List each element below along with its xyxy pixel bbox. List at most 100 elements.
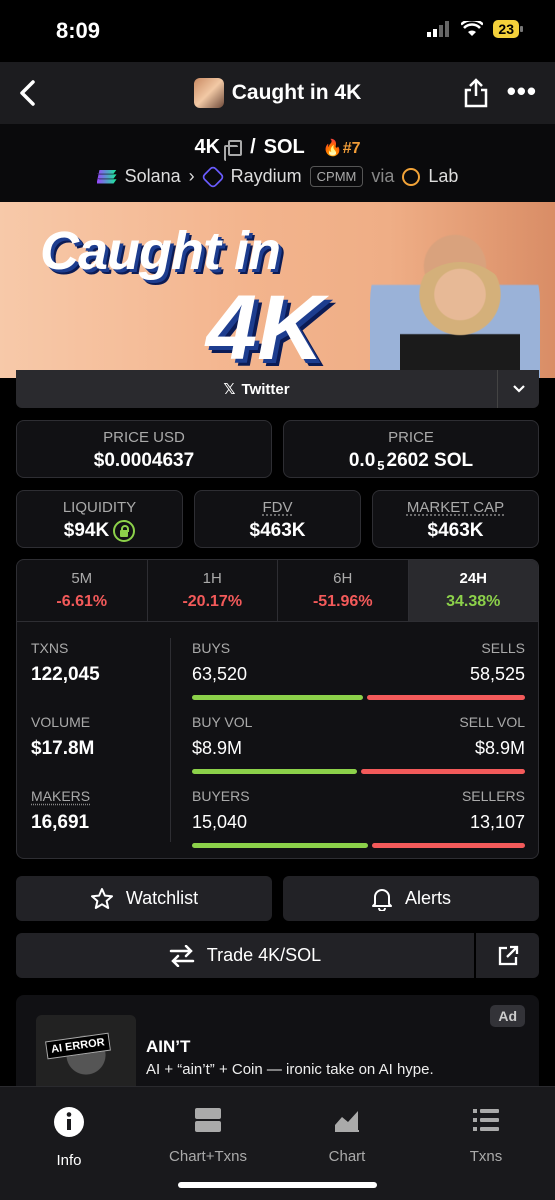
ad-description: AI + “ain’t” + Coin — ironic take on AI … [146,1061,434,1078]
launchpad-name[interactable]: Lab [428,166,459,186]
buy-sell-ratio-bar [192,695,525,700]
x-icon: 𝕏 [223,381,236,398]
ad-title: AIN’T [146,1037,191,1056]
market-cap-value: $463K [427,520,484,541]
chevron-right-icon: › [188,166,195,186]
pair-header: 4K / SOL 🔥#7 Solana › Raydium CPMM via L… [0,124,555,202]
base-token: 4K [194,136,221,158]
banner-person [400,262,520,378]
price-native-card: PRICE 0.0 5 2602 SOL [283,420,539,478]
makers-stat: MAKERS 16,691 [31,788,161,834]
tab-24h[interactable]: 24H 34.38% [408,560,538,621]
via-label: via [371,166,395,186]
split-icon [195,1108,221,1132]
twitter-label: Twitter [241,380,290,398]
solana-icon [96,169,117,184]
makers-ratio-bar [192,843,525,848]
dex-name[interactable]: Raydium [230,166,302,186]
change-6h: -51.96% [312,593,373,610]
liquidity-label: LIQUIDITY [62,499,137,516]
volume-value: $17.8M [31,738,95,759]
tab-chart-txns[interactable]: Chart+Txns [148,1105,268,1165]
social-links: 𝕏 Twitter [16,370,539,408]
wifi-icon [461,21,484,36]
trending-rank-value: #7 [342,139,361,157]
bottom-tab-bar: Info Chart+Txns Chart Txns [0,1086,555,1200]
buyers-value: 15,040 [192,812,248,832]
liquidity-value: $94K [17,520,182,542]
market-cap-label[interactable]: MARKET CAP [406,499,505,516]
chevron-down-icon [512,385,525,393]
sells-value: 58,525 [469,664,525,684]
pool-type-badge: CPMM [309,166,364,187]
tab-txns[interactable]: Txns [426,1105,546,1165]
status-icons: 23 [427,20,523,38]
watchlist-button[interactable]: Watchlist [16,876,272,921]
alerts-button[interactable]: Alerts [283,876,539,921]
trade-button[interactable]: Trade 4K/SOL [16,933,474,978]
tab-5m[interactable]: 5M -6.61% [17,560,148,621]
buys-sells-stat: BUYS SELLS 63,520 58,525 [192,640,525,700]
market-cap-card: MARKET CAP $463K [372,490,539,548]
raydium-icon [200,164,225,189]
token-banner: Caught in 4K [0,202,555,378]
price-usd-label: PRICE USD [103,429,185,446]
back-icon[interactable] [14,78,44,108]
trending-rank[interactable]: 🔥#7 [322,139,361,157]
social-expand-button[interactable] [497,370,539,408]
share-icon[interactable] [463,78,489,108]
twitter-button[interactable]: 𝕏 Twitter [16,370,497,408]
fdv-label[interactable]: FDV [262,499,293,516]
buy-bar [192,843,368,848]
price-native-label: PRICE [388,429,434,446]
status-time: 8:09 [56,18,101,43]
launchpad-icon [402,167,421,186]
sell-bar [371,843,525,848]
buy-volume-value: $8.9M [192,738,243,758]
external-link-icon [498,945,518,965]
txns-stat: TXNS 122,045 [31,640,161,686]
more-options-icon[interactable]: ••• [506,76,537,106]
price-usd-card: PRICE USD $0.0004637 [16,420,272,478]
ad-thumbnail-label: AI ERROR [45,1032,111,1060]
ad-card[interactable]: Ad AI ERROR AIN’T AI + “ain’t” + Coin — … [16,995,539,1095]
signal-icon [427,21,450,37]
divider [170,638,171,842]
list-icon [473,1109,499,1131]
tab-1h[interactable]: 1H -20.17% [148,560,278,621]
bell-icon [371,888,392,911]
chart-icon [335,1111,359,1132]
tab-chart[interactable]: Chart [287,1105,407,1165]
buy-bar [192,695,364,700]
pair-name: 4K / SOL 🔥#7 [194,136,361,161]
tab-6h[interactable]: 6H -51.96% [278,560,409,621]
copy-icon[interactable] [224,139,243,161]
change-24h: 34.38% [446,593,501,610]
info-icon [54,1107,84,1137]
sell-bar [360,769,525,774]
ad-badge: Ad [490,1005,525,1027]
swap-icon [169,944,195,967]
external-link-button[interactable] [476,933,539,978]
fdv-value: $463K [249,520,306,541]
quote-token: SOL [263,136,305,158]
status-bar: 8:09 23 [0,0,555,62]
volume-ratio-bar [192,769,525,774]
buy-sell-volume-stat: BUY VOL SELL VOL $8.9M $8.9M [192,714,525,774]
makers-value: 16,691 [31,812,90,833]
chain-name[interactable]: Solana [124,166,181,186]
txns-value: 122,045 [31,664,100,685]
home-indicator [178,1182,377,1188]
volume-stat: VOLUME $17.8M [31,714,161,760]
change-5m: -6.61% [56,593,108,610]
lock-icon[interactable] [113,520,136,542]
buyers-sellers-stat: BUYERS SELLERS 15,040 13,107 [192,788,525,848]
sell-bar [367,695,525,700]
banner-text: Caught in [40,221,281,281]
nav-bar: Caught in 4K ••• [0,62,555,124]
tab-info[interactable]: Info [9,1105,129,1169]
price-usd-value: $0.0004637 [93,450,195,471]
pair-breadcrumb: Solana › Raydium CPMM via Lab [0,164,555,189]
sellers-value: 13,107 [469,812,525,832]
buy-bar [192,769,357,774]
